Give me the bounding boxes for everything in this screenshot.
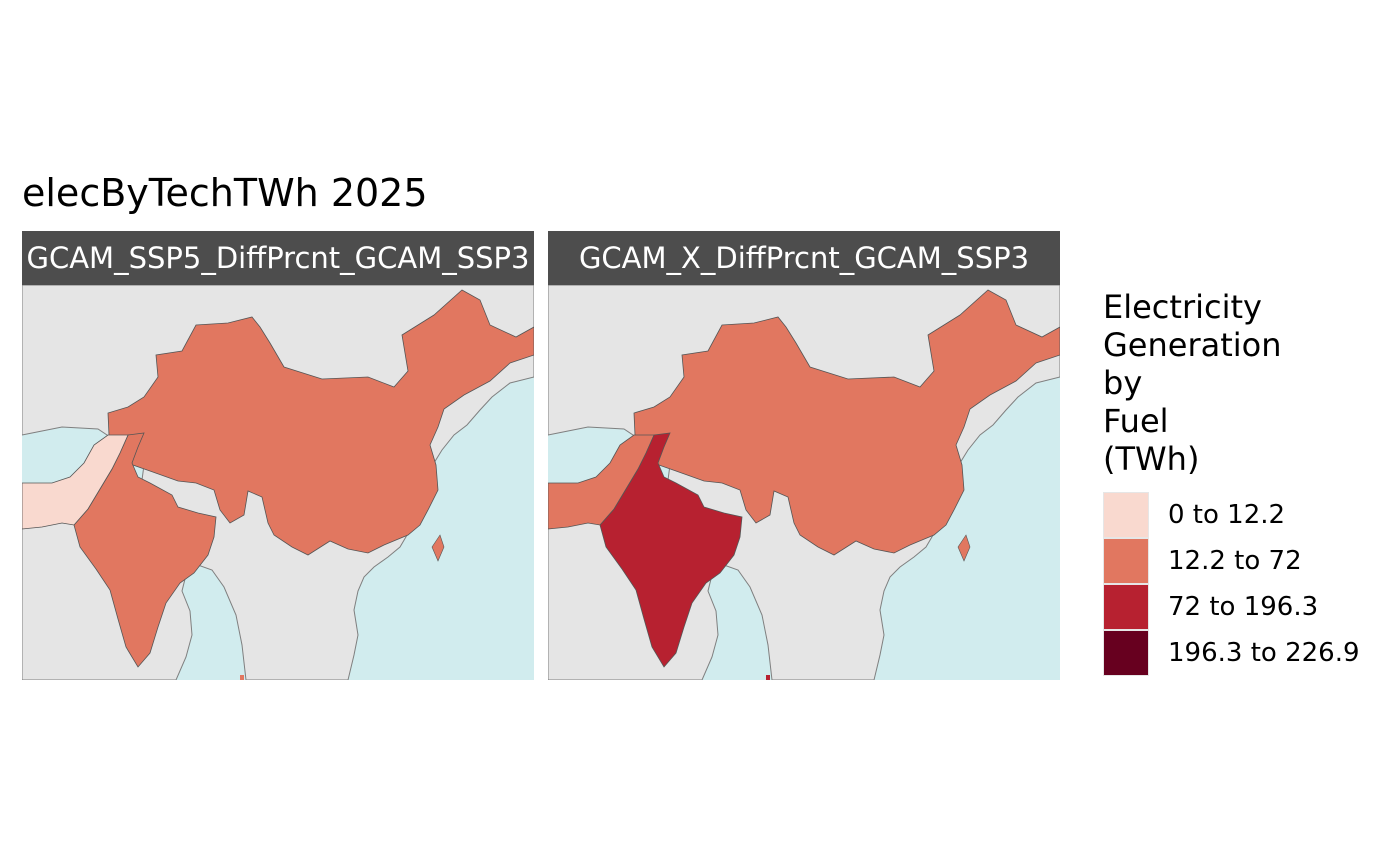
region-pakistan: [548, 434, 655, 530]
legend-swatch: [1103, 538, 1149, 584]
facet-strip: GCAM_SSP5_DiffPrcnt_GCAM_SSP3: [22, 231, 534, 285]
legend-title-line: Fuel: [1103, 402, 1169, 440]
facet-label: GCAM_SSP5_DiffPrcnt_GCAM_SSP3: [26, 241, 530, 275]
island-andaman: [766, 675, 770, 680]
legend-label: 72 to 196.3: [1168, 592, 1319, 622]
legend-label: 0 to 12.2: [1168, 500, 1286, 530]
legend-swatch: [1103, 584, 1149, 630]
legend-title-line: by: [1103, 364, 1143, 402]
legend-title-line: Electricity: [1103, 288, 1262, 326]
island-andaman: [240, 675, 244, 680]
region-taiwan: [431, 534, 445, 562]
legend-key: 72 to 196.3: [1103, 584, 1360, 630]
legend-key: 196.3 to 226.9: [1103, 630, 1360, 676]
choropleth-map: [22, 285, 534, 680]
facet-strip: GCAM_X_DiffPrcnt_GCAM_SSP3: [548, 231, 1060, 285]
legend-title-line: Generation: [1103, 326, 1282, 364]
legend-key: 0 to 12.2: [1103, 492, 1360, 538]
legend-key: 12.2 to 72: [1103, 538, 1360, 584]
region-taiwan: [957, 534, 971, 562]
choropleth-map: [548, 285, 1060, 680]
legend-title-line: (TWh): [1103, 440, 1200, 478]
map-panel-x: GCAM_X_DiffPrcnt_GCAM_SSP3: [548, 231, 1060, 680]
legend-label: 12.2 to 72: [1168, 546, 1302, 576]
region-china: [633, 289, 1060, 556]
legend-swatch: [1103, 630, 1149, 676]
region-pakistan: [22, 434, 129, 530]
legend: Electricity Generation by Fuel (TWh) 0 t…: [1103, 288, 1360, 676]
map-panel-ssp5: GCAM_SSP5_DiffPrcnt_GCAM_SSP3: [22, 231, 534, 680]
facet-label: GCAM_X_DiffPrcnt_GCAM_SSP3: [578, 241, 1030, 275]
legend-label: 196.3 to 226.9: [1168, 638, 1360, 668]
legend-swatch: [1103, 492, 1149, 538]
chart-title: elecByTechTWh 2025: [22, 171, 428, 215]
legend-title: Electricity Generation by Fuel (TWh): [1103, 288, 1360, 478]
region-china: [107, 289, 534, 556]
